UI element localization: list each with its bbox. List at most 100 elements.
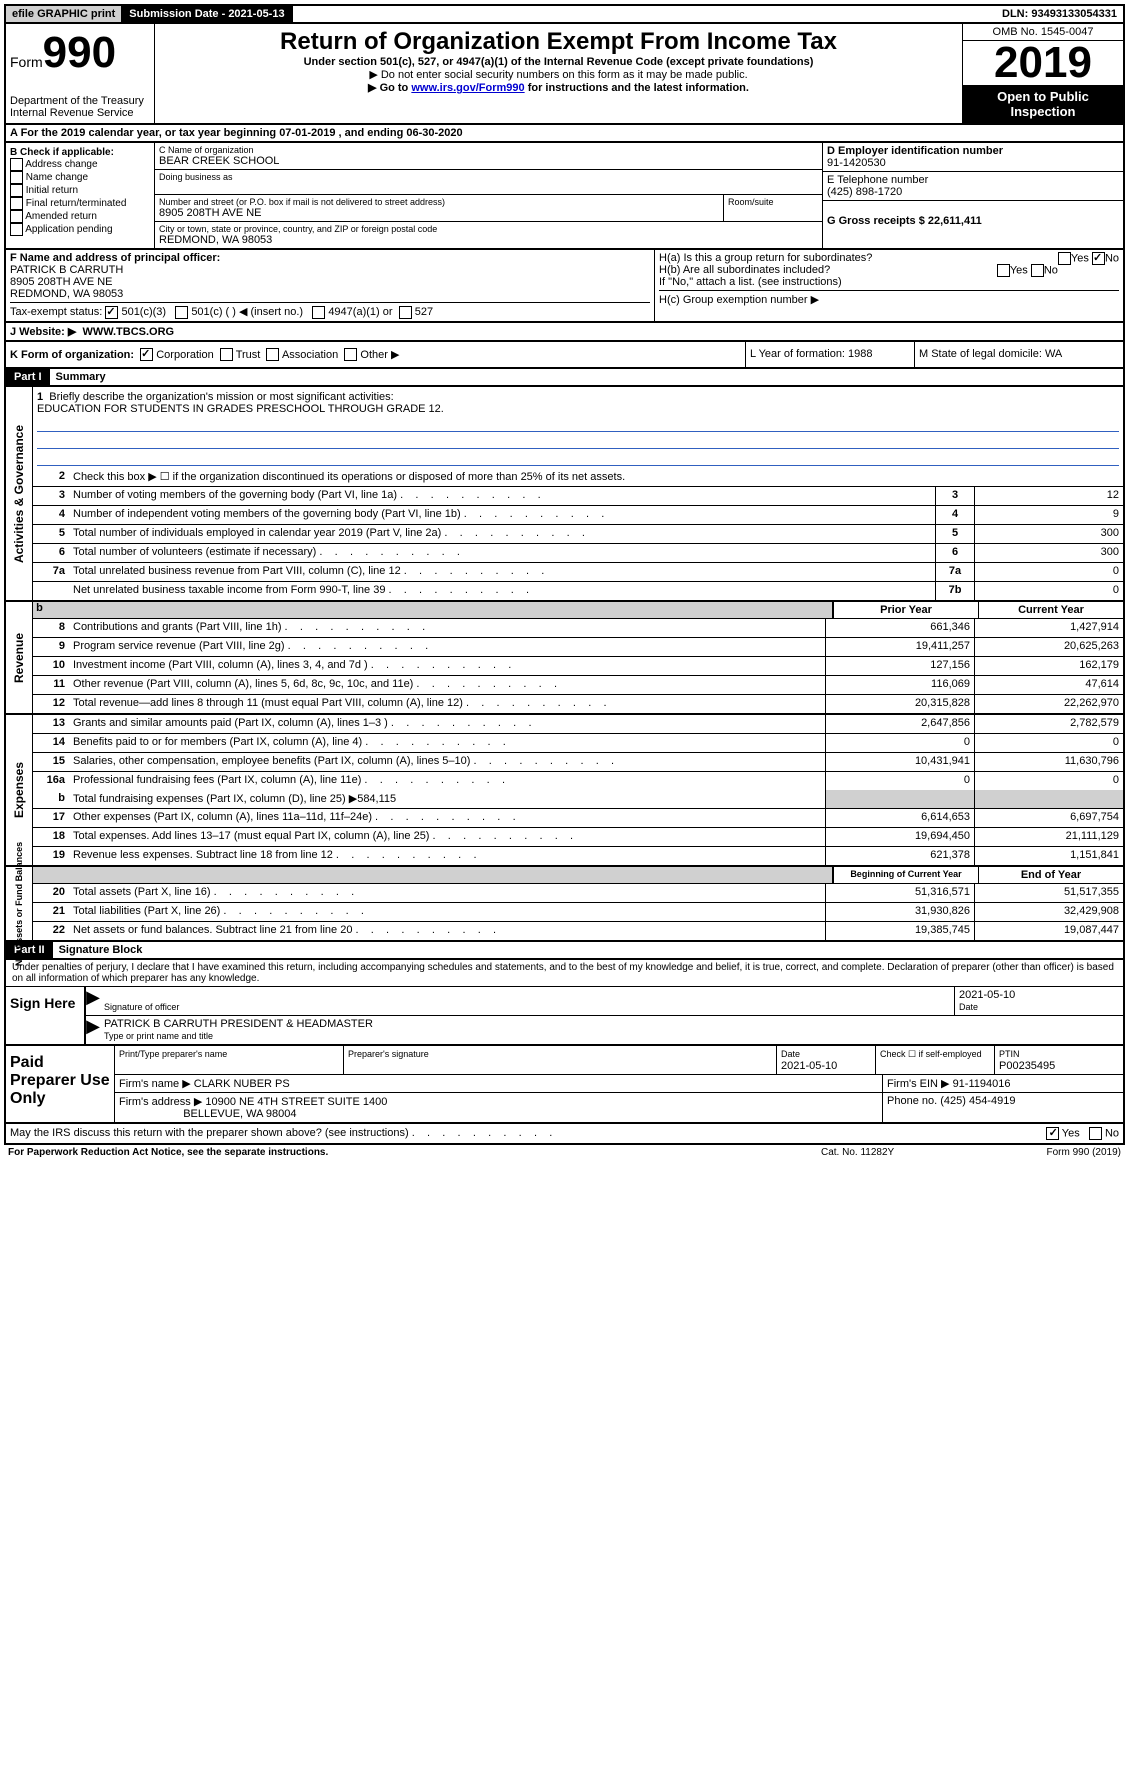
ha-row: H(a) Is this a group return for subordin… xyxy=(659,252,1119,264)
current-year-val: 21,111,129 xyxy=(974,828,1123,846)
k-assoc-checkbox[interactable] xyxy=(266,348,279,361)
opt-final-return[interactable]: Final return/terminated xyxy=(10,197,150,210)
table-row: 15Salaries, other compensation, employee… xyxy=(33,753,1123,772)
line-text: Grants and similar amounts paid (Part IX… xyxy=(69,715,825,733)
website-value: WWW.TBCS.ORG xyxy=(82,326,174,338)
opt-initial-return[interactable]: Initial return xyxy=(10,184,150,197)
line-4: 4Number of independent voting members of… xyxy=(33,506,1123,525)
checkbox-501c[interactable] xyxy=(175,306,188,319)
line-text: Benefits paid to or for members (Part IX… xyxy=(69,734,825,752)
line-text: Total expenses. Add lines 13–17 (must eq… xyxy=(69,828,825,846)
irs-link[interactable]: www.irs.gov/Form990 xyxy=(411,82,524,94)
opt-label: Initial return xyxy=(26,185,78,196)
paid-row-3: Firm's address ▶ 10900 NE 4TH STREET SUI… xyxy=(115,1093,1123,1122)
goto-post: for instructions and the latest informat… xyxy=(525,82,749,94)
sig-date-field: 2021-05-10Date xyxy=(954,987,1123,1015)
line-num: 18 xyxy=(33,828,69,846)
hb-no-checkbox[interactable] xyxy=(1031,264,1044,277)
prep-date: 2021-05-10 xyxy=(781,1060,837,1072)
opt-app-pending[interactable]: Application pending xyxy=(10,223,150,236)
firm-name: CLARK NUBER PS xyxy=(194,1078,290,1090)
opt-name-change[interactable]: Name change xyxy=(10,171,150,184)
line-5-val: 300 xyxy=(974,525,1123,543)
current-year-val: 11,630,796 xyxy=(974,753,1123,771)
shaded-cell xyxy=(825,790,974,808)
firm-addr2: BELLEVUE, WA 98004 xyxy=(183,1108,296,1120)
opt-label: Amended return xyxy=(25,211,97,222)
ha-no-checkbox[interactable] xyxy=(1092,252,1105,265)
current-year-val: 19,087,447 xyxy=(974,922,1123,940)
efile-label[interactable]: efile GRAPHIC print xyxy=(6,6,123,22)
line-7b-val: 0 xyxy=(974,582,1123,600)
line-text: Program service revenue (Part VIII, line… xyxy=(69,638,825,656)
section-expenses: Expenses 13Grants and similar amounts pa… xyxy=(4,715,1125,867)
exp-lines: 13Grants and similar amounts paid (Part … xyxy=(33,715,1123,865)
ha-label: H(a) Is this a group return for subordin… xyxy=(659,252,872,264)
lbl-yes: Yes xyxy=(1010,264,1028,276)
hb-label: H(b) Are all subordinates included? xyxy=(659,264,830,276)
checkbox-icon[interactable] xyxy=(10,184,23,197)
footer-no-checkbox[interactable] xyxy=(1089,1127,1102,1140)
footer-q-text: May the IRS discuss this return with the… xyxy=(10,1127,919,1140)
paperwork-row: For Paperwork Reduction Act Notice, see … xyxy=(4,1145,1125,1160)
city-cell: City or town, state or province, country… xyxy=(155,222,822,248)
form-note1: ▶ Do not enter social security numbers o… xyxy=(159,68,958,81)
part1-tab: Part I xyxy=(6,369,50,385)
part2-header: Part II Signature Block xyxy=(4,942,1125,960)
table-row: 18Total expenses. Add lines 13–17 (must … xyxy=(33,828,1123,847)
paid-body: Print/Type preparer's name Preparer's si… xyxy=(114,1046,1123,1122)
line-text: Total revenue—add lines 8 through 11 (mu… xyxy=(69,695,825,713)
k-trust: Trust xyxy=(236,349,261,361)
footer-question: May the IRS discuss this return with the… xyxy=(4,1124,1125,1145)
vlabel-text: Activities & Governance xyxy=(12,425,26,563)
checkbox-527[interactable] xyxy=(399,306,412,319)
k-other-checkbox[interactable] xyxy=(344,348,357,361)
sig-officer-field: Signature of officer xyxy=(100,987,954,1015)
phone-cell: E Telephone number (425) 898-1720 xyxy=(823,172,1123,201)
opt-address-change[interactable]: Address change xyxy=(10,158,150,171)
line-box: 7a xyxy=(935,563,974,581)
prep-selfemp-cell: Check ☐ if self-employed xyxy=(876,1046,995,1074)
sign-body: ▶ Signature of officer 2021-05-10Date ▶ … xyxy=(84,987,1123,1044)
checkbox-501c3[interactable] xyxy=(105,306,118,319)
officer-left: F Name and address of principal officer:… xyxy=(6,250,654,321)
net-lines: Beginning of Current Year End of Year 20… xyxy=(33,867,1123,940)
website-label: J Website: ▶ xyxy=(10,326,76,338)
current-year-val: 20,625,263 xyxy=(974,638,1123,656)
prep-sig-label: Preparer's signature xyxy=(348,1049,429,1059)
mission-block: 1 Briefly describe the organization's mi… xyxy=(33,387,1123,466)
checkbox-icon[interactable] xyxy=(10,210,23,223)
k-corp-checkbox[interactable] xyxy=(140,348,153,361)
arrow-icon: ▶ xyxy=(86,987,100,1015)
checkbox-icon[interactable] xyxy=(10,158,23,171)
ha-yes-checkbox[interactable] xyxy=(1058,252,1071,265)
hdr-current-year: Current Year xyxy=(978,602,1123,618)
line-text: Other revenue (Part VIII, column (A), li… xyxy=(69,676,825,694)
prior-year-val: 6,614,653 xyxy=(825,809,974,827)
checkbox-icon[interactable] xyxy=(10,197,23,210)
officer-label: F Name and address of principal officer: xyxy=(10,252,650,264)
ein-value: 91-1420530 xyxy=(827,157,1119,169)
table-row: 11Other revenue (Part VIII, column (A), … xyxy=(33,676,1123,695)
hb-yes-checkbox[interactable] xyxy=(997,264,1010,277)
checkbox-icon[interactable] xyxy=(10,223,23,236)
k-trust-checkbox[interactable] xyxy=(220,348,233,361)
checkbox-icon[interactable] xyxy=(10,171,23,184)
firm-ein: 91-1194016 xyxy=(953,1078,1011,1090)
line-num: 14 xyxy=(33,734,69,752)
firm-label: Firm's name ▶ xyxy=(119,1078,191,1090)
col-b-title: B Check if applicable: xyxy=(10,147,150,158)
k-label: K Form of organization: xyxy=(10,349,134,361)
table-row: 12Total revenue—add lines 8 through 11 (… xyxy=(33,695,1123,713)
footer-yes-checkbox[interactable] xyxy=(1046,1127,1059,1140)
cat-no: Cat. No. 11282Y xyxy=(821,1147,971,1158)
table-row: 10Investment income (Part VIII, column (… xyxy=(33,657,1123,676)
mission-value: EDUCATION FOR STUDENTS IN GRADES PRESCHO… xyxy=(37,403,444,415)
paid-row-2: Firm's name ▶ CLARK NUBER PS Firm's EIN … xyxy=(115,1075,1123,1093)
opt-amended-return[interactable]: Amended return xyxy=(10,210,150,223)
dept-label: Department of the Treasury xyxy=(10,95,150,107)
submission-date: Submission Date - 2021-05-13 xyxy=(123,6,292,22)
current-year-val: 32,429,908 xyxy=(974,903,1123,921)
vlabel-text: Expenses xyxy=(12,762,26,818)
checkbox-4947[interactable] xyxy=(312,306,325,319)
